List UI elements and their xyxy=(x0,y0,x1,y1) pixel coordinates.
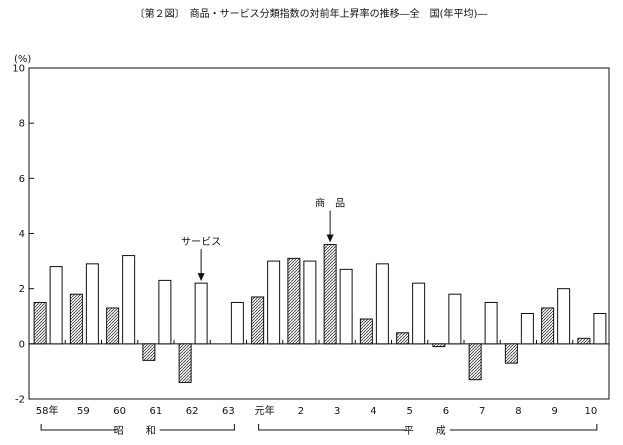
x-tick-label: 59 xyxy=(77,406,90,417)
bar-services xyxy=(484,301,498,345)
annotation-arrowhead xyxy=(197,273,205,282)
x-tick-label: 61 xyxy=(150,406,163,417)
x-tick-label: 10 xyxy=(585,406,598,417)
bar-services xyxy=(557,288,571,345)
x-tick-label: 8 xyxy=(515,406,521,417)
bar-services xyxy=(49,266,63,345)
bar-services xyxy=(375,263,389,345)
y-tick-label: 2 xyxy=(19,284,25,295)
bar-goods xyxy=(287,257,301,345)
y-tick-label: 4 xyxy=(19,229,25,240)
era-bracket-left xyxy=(258,424,406,431)
bar-goods xyxy=(468,343,482,381)
y-tick-label: 8 xyxy=(19,119,25,130)
x-tick-label: 7 xyxy=(479,406,485,417)
annotation-label: 商 品 xyxy=(315,197,345,210)
bar-goods xyxy=(178,343,192,383)
x-tick-label: 4 xyxy=(370,406,376,417)
bar-goods xyxy=(323,244,337,345)
era-bracket-right xyxy=(449,424,598,431)
bar-goods xyxy=(142,343,156,361)
bar-services xyxy=(412,282,426,345)
bar-services xyxy=(194,282,208,345)
bar-services xyxy=(158,279,172,345)
bar-services xyxy=(122,255,136,345)
bar-goods xyxy=(396,332,410,345)
era-bracket-left xyxy=(40,424,116,431)
bar-services xyxy=(303,260,317,345)
x-axis-labels: 58年 59 60 61 62 63 元年 2 3 4 5 6 7 8 9 10 xyxy=(36,404,597,417)
bar-services xyxy=(267,260,281,345)
x-tick-label: 58年 xyxy=(36,404,59,417)
y-tick-label: 0 xyxy=(19,339,25,350)
y-tick-label: 10 xyxy=(12,64,25,75)
y-tick-label: 6 xyxy=(19,174,25,185)
x-tick-label: 62 xyxy=(186,406,199,417)
plot-frame xyxy=(28,67,610,400)
x-tick-label: 9 xyxy=(551,406,557,417)
era-bracket-right xyxy=(159,424,235,431)
bar-goods xyxy=(359,318,373,345)
bar-services xyxy=(230,301,244,345)
bar-services xyxy=(593,312,607,345)
annotations: サービス 商 品 xyxy=(181,197,345,282)
bar-goods xyxy=(251,296,265,345)
x-tick-label: 63 xyxy=(222,406,235,417)
bar-goods xyxy=(577,337,591,345)
x-tick-label: 元年 xyxy=(255,404,275,417)
bars xyxy=(33,244,607,383)
x-tick-label: 60 xyxy=(113,406,126,417)
era-brackets: 昭 和平 成 xyxy=(40,424,598,437)
bar-services xyxy=(448,293,462,345)
x-tick-label: 2 xyxy=(298,406,304,417)
x-tick-label: 5 xyxy=(406,406,412,417)
era-label: 平 成 xyxy=(404,425,452,437)
bar-goods xyxy=(106,307,120,345)
annotation-arrowhead xyxy=(326,234,334,243)
era-label: 昭 和 xyxy=(114,425,162,437)
bar-goods xyxy=(504,343,518,364)
bar-goods xyxy=(541,307,555,345)
y-axis-unit: (%) xyxy=(14,54,31,65)
bar-goods xyxy=(69,293,83,345)
bar-services xyxy=(85,263,99,345)
chart-title: 〔第２図〕 商品・サービス分類指数の対前年上昇率の推移―全 国(年平均)― xyxy=(135,7,488,20)
bar-goods xyxy=(432,343,446,348)
annotation-label: サービス xyxy=(181,236,221,248)
y-tick-label: -2 xyxy=(15,395,25,406)
y-axis: -2 0 2 4 6 8 10 xyxy=(12,64,34,406)
x-tick-label: 3 xyxy=(334,406,340,417)
bar-services xyxy=(339,268,353,345)
bar-goods xyxy=(33,301,47,345)
x-tick-label: 6 xyxy=(443,406,449,417)
bar-services xyxy=(520,312,534,345)
